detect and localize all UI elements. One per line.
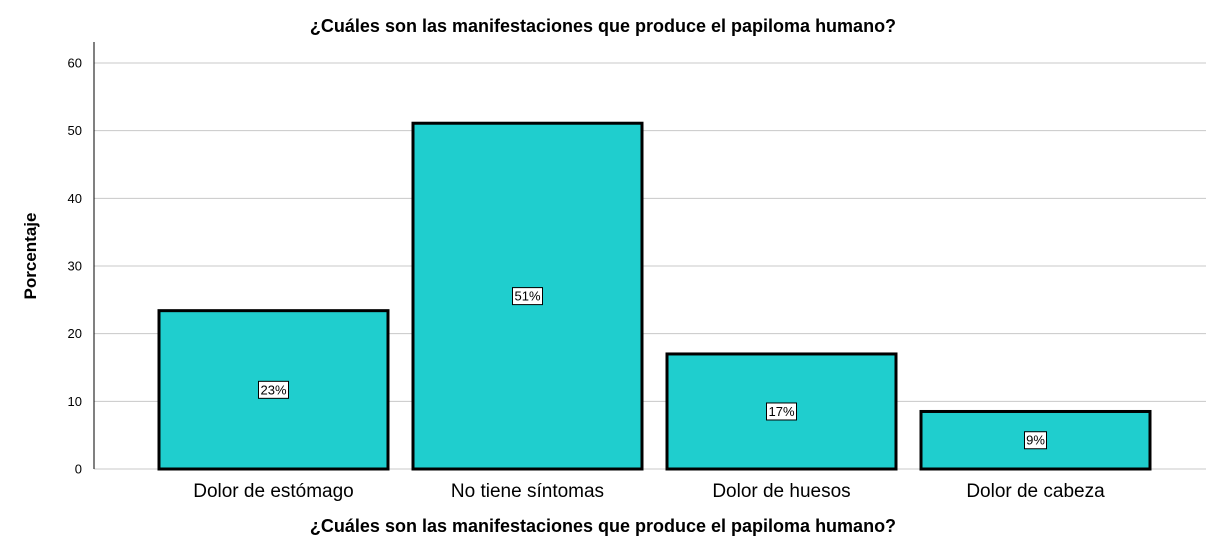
data-label-box bbox=[258, 380, 289, 399]
chart-title: ¿Cuáles son las manifestaciones que prod… bbox=[310, 16, 896, 36]
y-tick-label: 10 bbox=[68, 394, 82, 409]
y-tick-label: 50 bbox=[68, 123, 82, 138]
category-label: Dolor de estómago bbox=[193, 481, 354, 502]
y-tick-label: 30 bbox=[68, 259, 82, 274]
y-axis-label: Porcentaje bbox=[21, 213, 40, 300]
data-label: 51% bbox=[514, 289, 540, 304]
data-label-box bbox=[766, 402, 797, 421]
y-tick-label: 40 bbox=[68, 191, 82, 206]
data-label-box bbox=[512, 287, 543, 306]
data-label: 23% bbox=[260, 382, 286, 397]
category-label: Dolor de cabeza bbox=[966, 481, 1105, 502]
category-label: No tiene síntomas bbox=[451, 481, 604, 502]
bars bbox=[157, 121, 1152, 471]
data-label-box bbox=[1024, 431, 1047, 450]
y-tick-label: 60 bbox=[68, 56, 82, 71]
y-tick-labels: 0 10 20 30 40 50 60 bbox=[68, 56, 82, 477]
category-labels: Dolor de estómago No tiene síntomas Dolor … bbox=[193, 481, 1105, 502]
data-label: 17% bbox=[768, 404, 794, 419]
y-tick-label: 20 bbox=[68, 326, 82, 341]
data-labels: 23% 51% 17% 9% bbox=[258, 287, 1047, 450]
y-tick-label: 0 bbox=[75, 462, 82, 477]
data-label: 9% bbox=[1026, 433, 1045, 448]
category-label: Dolor de huesos bbox=[712, 481, 850, 502]
x-axis-label: ¿Cuáles son las manifestaciones que prod… bbox=[310, 516, 896, 536]
